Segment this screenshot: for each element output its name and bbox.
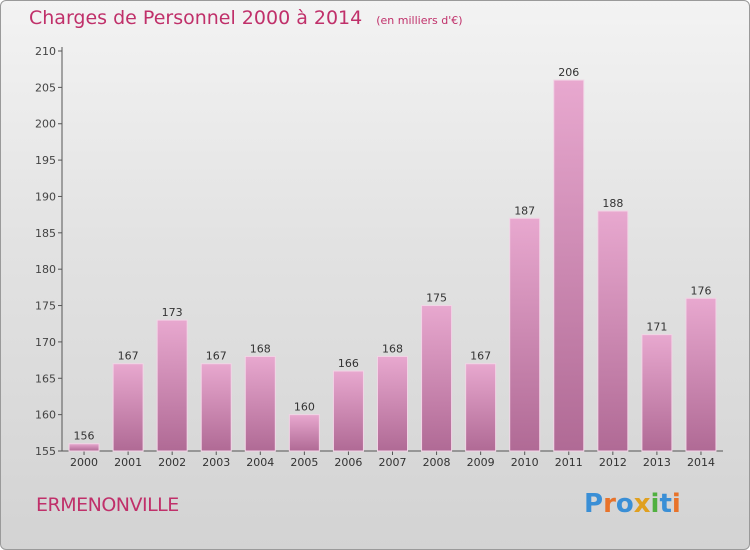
- x-tick-label-2001: 2001: [114, 456, 142, 469]
- chart-bars: [68, 79, 717, 452]
- title-text: Charges de Personnel 2000 à 2014: [29, 7, 363, 29]
- chart-labels: 156 2000 167 2001 173 2002 167 2003 168 2004 160 20…: [70, 66, 715, 469]
- bar-2001: [112, 363, 144, 452]
- bar-2002: [156, 319, 188, 452]
- value-label-2011: 206: [558, 66, 579, 79]
- x-tick-label-2008: 2008: [423, 456, 451, 469]
- bar-2007: [377, 355, 408, 452]
- bar-2000: [68, 443, 100, 452]
- bar-2012: [597, 210, 629, 452]
- x-tick-label-2012: 2012: [599, 456, 627, 469]
- y-tick-label: 195: [35, 154, 56, 167]
- value-label-2004: 168: [250, 342, 271, 355]
- bar-2008: [421, 305, 453, 452]
- x-tick-label-2004: 2004: [246, 456, 274, 469]
- value-label-2014: 176: [690, 284, 711, 297]
- value-label-2002: 173: [162, 306, 183, 319]
- proxiti-logo: Proxiti: [584, 489, 681, 519]
- value-label-2010: 187: [514, 204, 535, 217]
- chart-title: Charges de Personnel 2000 à 2014 (en mill…: [29, 7, 463, 29]
- logo-letter: P: [584, 489, 604, 519]
- x-tick-label-2009: 2009: [467, 456, 495, 469]
- y-tick-label: 160: [35, 409, 56, 422]
- logo-letter: o: [615, 489, 634, 519]
- value-label-2007: 168: [382, 342, 403, 355]
- bar-2014: [685, 297, 717, 452]
- logo-letter: t: [659, 489, 672, 519]
- x-tick-label-2007: 2007: [379, 456, 407, 469]
- value-label-2012: 188: [602, 197, 623, 210]
- y-tick-label: 185: [35, 227, 56, 240]
- x-tick-label-2006: 2006: [334, 456, 362, 469]
- logo-letter: i: [671, 489, 681, 519]
- logo-letter: r: [603, 489, 616, 519]
- bar-2009: [465, 363, 497, 452]
- x-tick-label-2005: 2005: [290, 456, 318, 469]
- bar-2011: [553, 79, 585, 452]
- logo-letter: x: [633, 489, 651, 519]
- bar-2003: [200, 363, 232, 452]
- y-tick-label: 180: [35, 263, 56, 276]
- x-tick-label-2002: 2002: [158, 456, 186, 469]
- y-tick-label: 210: [35, 45, 56, 58]
- bar-2006: [332, 370, 364, 452]
- value-label-2006: 166: [338, 357, 359, 370]
- x-tick-label-2003: 2003: [202, 456, 230, 469]
- bar-2010: [509, 217, 541, 452]
- bar-2013: [641, 334, 673, 452]
- y-tick-label: 165: [35, 372, 56, 385]
- bar-2004: [244, 355, 276, 452]
- x-tick-label-2014: 2014: [687, 456, 715, 469]
- value-label-2013: 171: [646, 321, 667, 334]
- y-tick-label: 190: [35, 190, 56, 203]
- value-label-2005: 160: [294, 401, 315, 414]
- value-label-2003: 167: [206, 350, 227, 363]
- chart-subtitle: (en milliers d'€): [376, 14, 463, 27]
- y-tick-label: 170: [35, 336, 56, 349]
- y-tick-label: 205: [35, 81, 56, 94]
- y-tick-label: 200: [35, 118, 56, 131]
- y-tick-label: 155: [35, 445, 56, 458]
- value-label-2000: 156: [74, 430, 95, 443]
- value-label-2009: 167: [470, 350, 491, 363]
- value-label-2008: 175: [426, 292, 447, 305]
- logo-letter: i: [650, 489, 660, 519]
- commune-name: ERMENONVILLE: [36, 494, 179, 516]
- x-tick-label-2013: 2013: [643, 456, 671, 469]
- x-tick-label-2010: 2010: [511, 456, 539, 469]
- value-label-2001: 167: [118, 350, 139, 363]
- x-tick-label-2000: 2000: [70, 456, 98, 469]
- bar-2005: [288, 414, 320, 452]
- x-tick-label-2011: 2011: [555, 456, 583, 469]
- y-tick-label: 175: [35, 300, 56, 313]
